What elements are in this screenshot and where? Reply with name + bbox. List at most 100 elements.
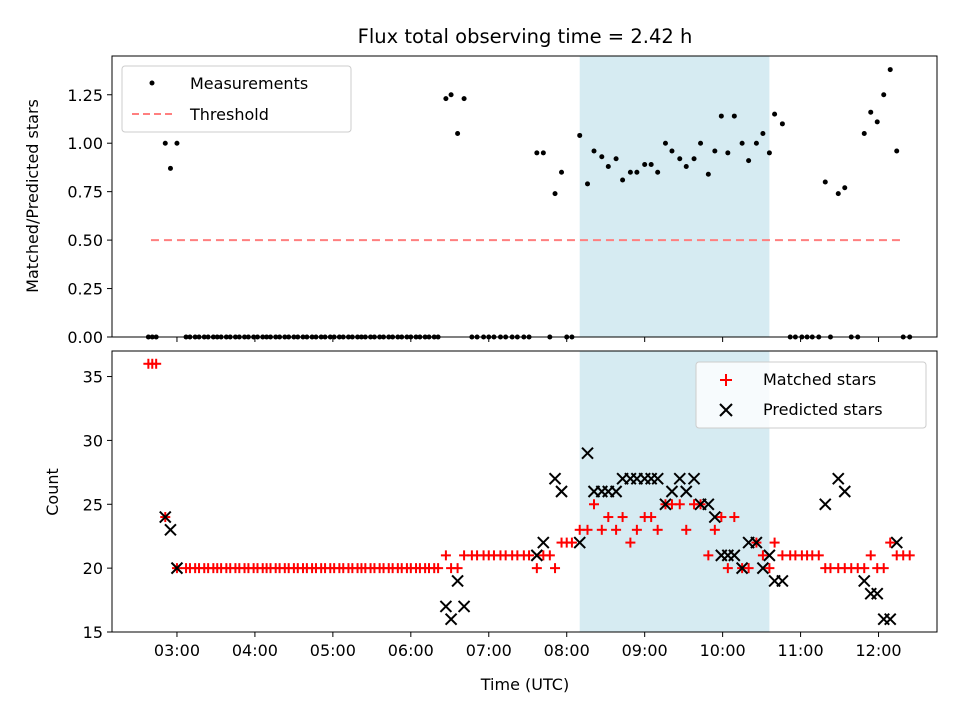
- matched-stars-point: [452, 563, 463, 574]
- matched-stars-point: [611, 524, 622, 535]
- highlight-interval-top: [579, 56, 770, 337]
- predicted-stars-point: [687, 472, 701, 485]
- measurement-point: [881, 92, 887, 98]
- measurement-point: [712, 148, 718, 154]
- y-tick-label: 0.50: [67, 231, 103, 250]
- x-tick-label: 07:00: [466, 641, 512, 660]
- matched-stars-point: [625, 537, 636, 548]
- measurement-point: [861, 131, 867, 137]
- matched-stars-point: [859, 563, 870, 574]
- matched-stars-point: [433, 563, 444, 574]
- x-tick-label: 12:00: [855, 641, 901, 660]
- matched-stars-point: [531, 563, 542, 574]
- matched-stars-point: [764, 563, 775, 574]
- predicted-stars-point: [537, 536, 550, 549]
- predicted-stars-point: [651, 472, 664, 485]
- measurement-point: [753, 140, 759, 146]
- matched-stars-point: [617, 512, 628, 523]
- ratio-panel-frame: [111, 55, 938, 338]
- matched-stars-point: [865, 550, 876, 561]
- measurement-point: [718, 113, 724, 119]
- measurement-point: [534, 150, 540, 156]
- matched-stars-point: [769, 537, 780, 548]
- y-tick-label: 35: [83, 368, 103, 387]
- measurement-point: [746, 158, 752, 164]
- measurement-point: [613, 156, 619, 162]
- matched-stars-point: [722, 563, 733, 574]
- predicted-stars-point: [838, 485, 851, 498]
- matched-stars-point: [743, 563, 754, 574]
- measurement-point: [642, 162, 648, 168]
- measurement-point: [634, 169, 640, 175]
- matched-stars-point: [550, 563, 561, 574]
- predicted-stars-point: [728, 549, 741, 562]
- measurement-point: [559, 169, 565, 175]
- predicted-stars-point: [871, 587, 884, 600]
- matched-stars-point: [566, 537, 577, 548]
- y-tick-label: 20: [83, 559, 103, 578]
- legend-predicted-label: Predicted stars: [763, 400, 883, 419]
- measurement-point: [605, 163, 611, 169]
- matched-stars-point: [885, 537, 896, 548]
- predicted-stars-point: [451, 574, 464, 588]
- matched-stars-point: [716, 512, 727, 523]
- x-tick-label: 10:00: [700, 641, 746, 660]
- measurement-point: [772, 111, 778, 117]
- matched-stars-point: [582, 524, 593, 535]
- predicted-stars-point: [457, 600, 471, 613]
- predicted-stars-point: [890, 536, 903, 549]
- legend-matched-label: Matched stars: [763, 370, 876, 389]
- measurement-point: [627, 169, 633, 175]
- x-tick-label: 08:00: [544, 641, 590, 660]
- matched-stars-point: [904, 550, 915, 561]
- matched-stars-point: [729, 512, 740, 523]
- y-tick-label: 30: [83, 431, 103, 450]
- measurement-point: [669, 148, 675, 154]
- matched-stars-point: [596, 524, 607, 535]
- y-tick-label: 15: [83, 623, 103, 642]
- x-tick-label: 11:00: [778, 641, 824, 660]
- measurement-point: [874, 119, 880, 125]
- predicted-stars-point: [581, 446, 594, 460]
- matched-stars-point: [878, 563, 889, 574]
- measurement-point: [868, 109, 874, 115]
- measurement-point: [591, 148, 597, 154]
- measurement-point: [677, 156, 683, 162]
- measurement-point: [648, 162, 654, 168]
- x-tick-label: 05:00: [310, 641, 356, 660]
- predicted-stars-point: [609, 485, 623, 498]
- predicted-stars-point: [659, 498, 672, 511]
- measurement-point: [162, 140, 168, 146]
- measurement-point: [842, 185, 848, 191]
- predicted-stars-point: [776, 574, 789, 588]
- count-y-axis-label: Count: [43, 468, 62, 516]
- legend-matched-marker: [720, 374, 732, 386]
- predicted-stars-point: [819, 498, 832, 511]
- predicted-stars-point: [444, 613, 458, 626]
- y-tick-label: 0.00: [67, 328, 103, 347]
- measurement-point: [887, 67, 893, 73]
- measurement-point: [167, 165, 173, 171]
- measurement-point: [698, 140, 704, 146]
- x-tick-label: 06:00: [388, 641, 434, 660]
- predicted-stars-point: [164, 523, 177, 537]
- measurement-point: [760, 131, 766, 137]
- matched-stars-point: [544, 550, 555, 561]
- predicted-stars-point: [702, 498, 715, 511]
- measurement-point: [599, 154, 605, 160]
- matched-stars-point: [757, 550, 768, 561]
- matched-stars-point: [652, 524, 663, 535]
- measurement-point: [766, 150, 772, 156]
- measurement-point: [731, 113, 737, 119]
- predicted-stars-point: [750, 536, 763, 549]
- measurement-point: [552, 191, 558, 197]
- count-panel-ticks: 15 20 25 30 35 03:00 04:00 05:00 06:00 07:00 08:00…: [83, 368, 902, 660]
- measurement-point: [683, 163, 689, 169]
- predicted-stars-point: [673, 472, 686, 485]
- matched-stars-point: [524, 550, 535, 561]
- predicted-stars-point: [170, 561, 184, 575]
- measurement-point: [461, 96, 467, 102]
- measurement-point: [739, 140, 745, 146]
- predicted-stars-point: [756, 561, 770, 575]
- predicted-stars-point: [858, 574, 871, 588]
